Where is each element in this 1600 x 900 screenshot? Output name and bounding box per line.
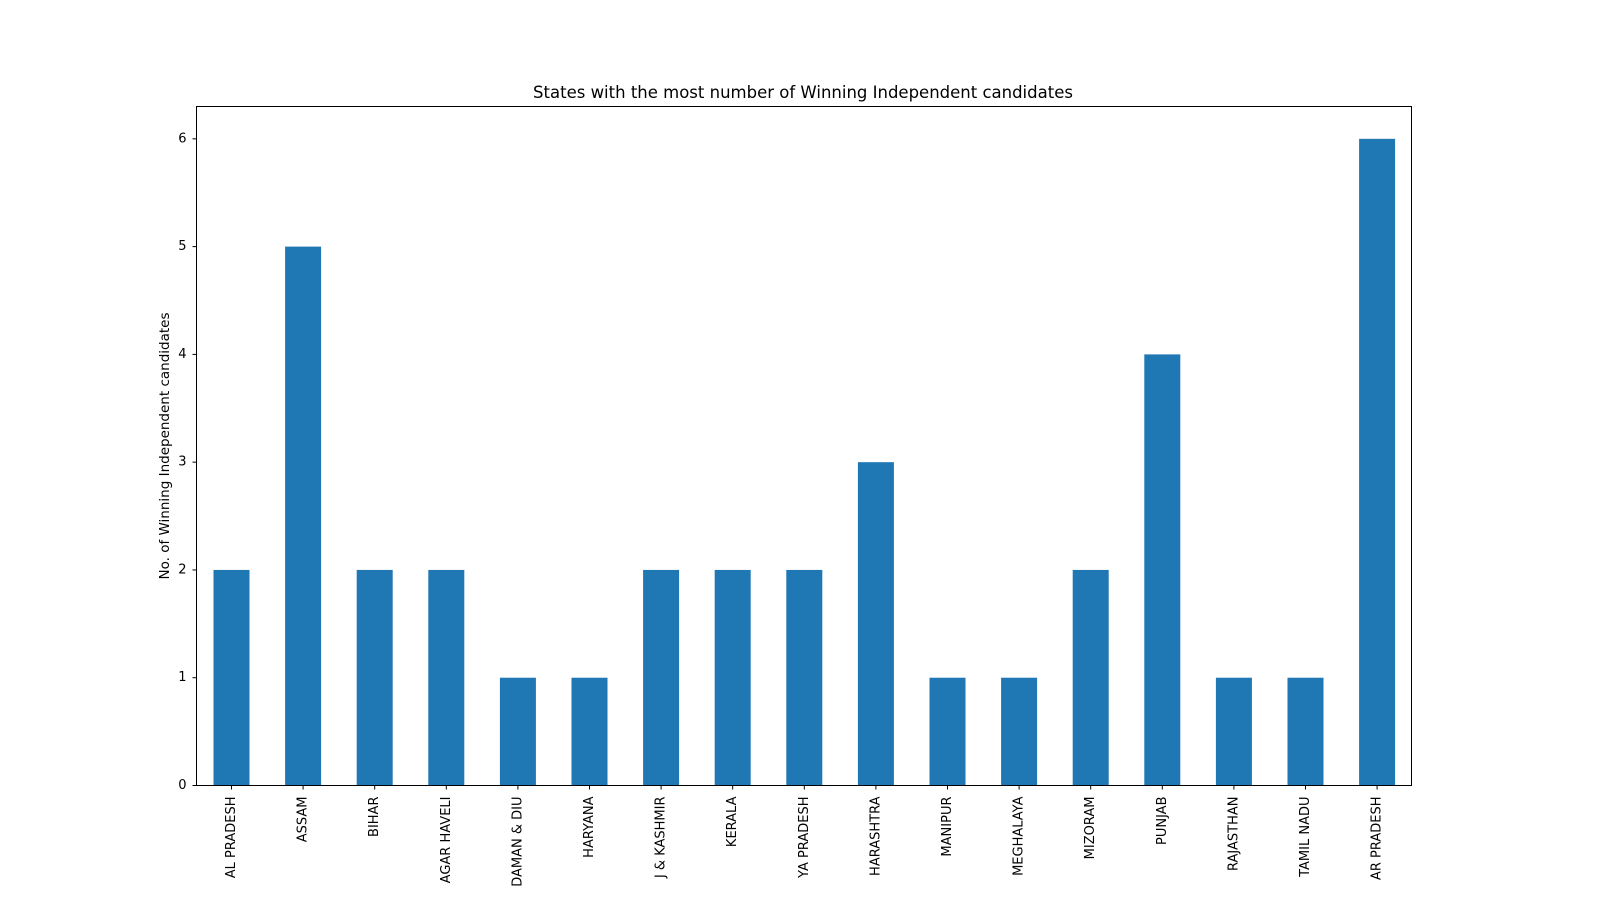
bar bbox=[1359, 138, 1396, 786]
x-tick-label: YA PRADESH bbox=[797, 797, 812, 879]
bar bbox=[428, 569, 465, 786]
bar bbox=[499, 677, 536, 786]
y-axis-ticks: 0 1 2 3 4 5 6 bbox=[178, 131, 197, 793]
bars-layer bbox=[213, 138, 1396, 786]
y-tick-label: 3 bbox=[178, 455, 186, 470]
bar bbox=[571, 677, 608, 786]
y-tick-label: 4 bbox=[178, 347, 186, 362]
bar bbox=[1001, 677, 1038, 786]
x-tick-label: TAMIL NADU bbox=[1298, 797, 1313, 878]
x-tick-label: MIZORAM bbox=[1083, 797, 1098, 860]
bar bbox=[1215, 677, 1252, 786]
bar bbox=[857, 462, 894, 786]
plot-frame bbox=[196, 106, 1412, 786]
bar bbox=[929, 677, 966, 786]
x-tick-label: AL PRADESH bbox=[224, 797, 239, 879]
bar bbox=[1072, 569, 1109, 786]
x-tick-label: RAJASTHAN bbox=[1226, 797, 1241, 871]
bar bbox=[285, 246, 322, 786]
x-tick-label: DAMAN & DIU bbox=[510, 797, 525, 887]
bar bbox=[714, 569, 751, 786]
bar bbox=[213, 569, 250, 786]
y-tick-label: 2 bbox=[178, 562, 186, 577]
x-tick-label: PUNJAB bbox=[1155, 797, 1170, 846]
y-tick-label: 1 bbox=[178, 670, 186, 685]
x-tick-label: ASSAM bbox=[296, 797, 311, 843]
bar bbox=[643, 569, 680, 786]
x-tick-label: BIHAR bbox=[367, 797, 382, 837]
x-tick-label: MEGHALAYA bbox=[1012, 796, 1027, 876]
x-tick-label: J & KASHMIR bbox=[654, 797, 669, 880]
x-tick-label: KERALA bbox=[725, 796, 740, 847]
bar bbox=[1287, 677, 1324, 786]
x-axis-ticks: AL PRADESH ASSAM BIHAR AGAR HAVELI DAMAN & D… bbox=[224, 785, 1385, 887]
y-tick-label: 0 bbox=[178, 778, 186, 793]
x-tick-label: HARASHTRA bbox=[868, 796, 883, 876]
x-tick-label: HARYANA bbox=[582, 796, 597, 857]
y-axis-label: No. of Winning Independent candidates bbox=[157, 313, 173, 580]
bar bbox=[1144, 354, 1181, 786]
x-tick-label: MANIPUR bbox=[940, 797, 955, 857]
x-tick-label: AR PRADESH bbox=[1370, 797, 1385, 881]
y-tick-label: 5 bbox=[178, 239, 186, 254]
bar bbox=[356, 569, 393, 786]
chart-title: States with the most number of Winning I… bbox=[533, 83, 1073, 102]
y-tick-label: 6 bbox=[178, 131, 186, 146]
bar bbox=[786, 569, 823, 786]
x-tick-label: AGAR HAVELI bbox=[439, 797, 454, 884]
